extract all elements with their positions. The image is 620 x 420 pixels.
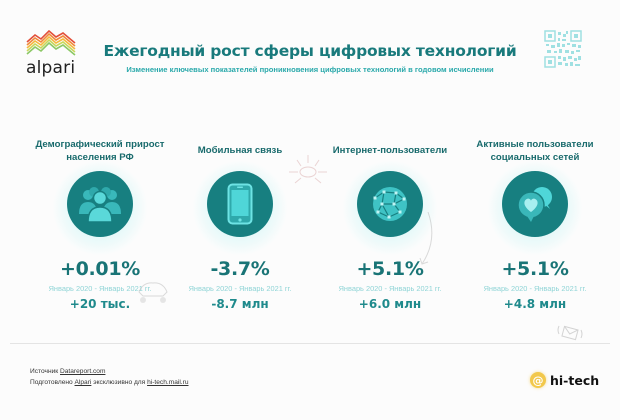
car-doodle-icon bbox=[138, 282, 168, 303]
metric-internet: Интернет-пользователи bbox=[310, 138, 470, 311]
metric-title-line2: социальных сетей bbox=[490, 152, 580, 163]
alpari-logo: alpari bbox=[25, 30, 85, 78]
metric-title: Мобильная связь bbox=[160, 138, 320, 168]
metric-title-line1: Интернет-пользователи bbox=[332, 145, 448, 156]
metric-icon-circle bbox=[357, 171, 423, 237]
footer-credits: Источник Datareport.com Подготовлено Alp… bbox=[30, 366, 189, 388]
people-group-icon bbox=[79, 187, 121, 223]
metric-absolute: +6.0 млн bbox=[358, 297, 422, 311]
metric-title: Интернет-пользователи bbox=[310, 138, 470, 168]
qr-code-icon bbox=[544, 30, 582, 68]
page-title: Ежегодный рост сферы цифровых технологий bbox=[103, 42, 517, 60]
metric-change: +0.01% bbox=[59, 258, 141, 280]
globe-network-icon bbox=[373, 187, 407, 221]
metric-title: Активные пользователи социальных сетей bbox=[455, 138, 615, 168]
metric-change: +5.1% bbox=[356, 258, 424, 280]
arrow-doodle-icon bbox=[419, 211, 433, 265]
footer-divider bbox=[10, 343, 610, 344]
prepared-label: Подготовлено bbox=[30, 379, 73, 386]
metric-icon-circle bbox=[207, 171, 273, 237]
metric-absolute: +20 тыс. bbox=[69, 297, 131, 311]
logo-text: alpari bbox=[26, 58, 76, 78]
metric-absolute: +4.8 млн bbox=[503, 297, 567, 311]
metric-icon-circle bbox=[502, 171, 568, 237]
metric-title: Демографический прирост населения РФ bbox=[20, 138, 180, 168]
metric-demographics: Демографический прирост населения РФ +0.0… bbox=[20, 138, 180, 311]
exclusive-label: эксклюзивно для bbox=[93, 379, 146, 386]
hitech-link[interactable]: hi-tech.mail.ru bbox=[147, 379, 189, 386]
metric-change: -3.7% bbox=[210, 258, 270, 280]
metric-period: Январь 2020 - Январь 2021 гг. bbox=[483, 284, 587, 293]
metric-absolute: -8.7 млн bbox=[211, 297, 269, 311]
metric-icon-circle bbox=[67, 171, 133, 237]
metric-mobile: Мобильная связь -3.7% Январь 2020 - Янва… bbox=[160, 138, 320, 311]
metric-social: Активные пользователи социальных сетей +5… bbox=[455, 138, 615, 311]
source-link[interactable]: Datareport.com bbox=[60, 368, 106, 375]
metric-title-line1: Мобильная связь bbox=[197, 145, 283, 156]
metric-period: Январь 2020 - Январь 2021 гг. bbox=[188, 284, 292, 293]
page-subtitle: Изменение ключевых показателей проникнов… bbox=[126, 65, 494, 74]
metric-title-line1: Демографический прирост bbox=[35, 139, 165, 150]
metric-title-line1: Активные пользователи bbox=[476, 139, 594, 150]
at-sign-icon: @ bbox=[530, 372, 546, 388]
metric-change: +5.1% bbox=[501, 258, 569, 280]
chat-heart-icon bbox=[517, 187, 552, 222]
alpari-link[interactable]: Alpari bbox=[74, 379, 92, 386]
metric-period: Январь 2020 - Январь 2021 гг. bbox=[48, 284, 152, 293]
smartphone-icon bbox=[227, 183, 253, 225]
qr-code[interactable] bbox=[544, 30, 582, 68]
sun-doodle-icon bbox=[289, 155, 327, 184]
metric-period: Январь 2020 - Январь 2021 гг. bbox=[338, 284, 442, 293]
mountains-icon bbox=[26, 30, 76, 56]
hitech-logo[interactable]: @ hi-tech bbox=[530, 372, 599, 388]
envelope-doodle-icon bbox=[557, 325, 583, 341]
metric-title-line2: населения РФ bbox=[66, 152, 134, 163]
source-label: Источник bbox=[30, 368, 59, 375]
hitech-logo-text: hi-tech bbox=[550, 372, 600, 388]
